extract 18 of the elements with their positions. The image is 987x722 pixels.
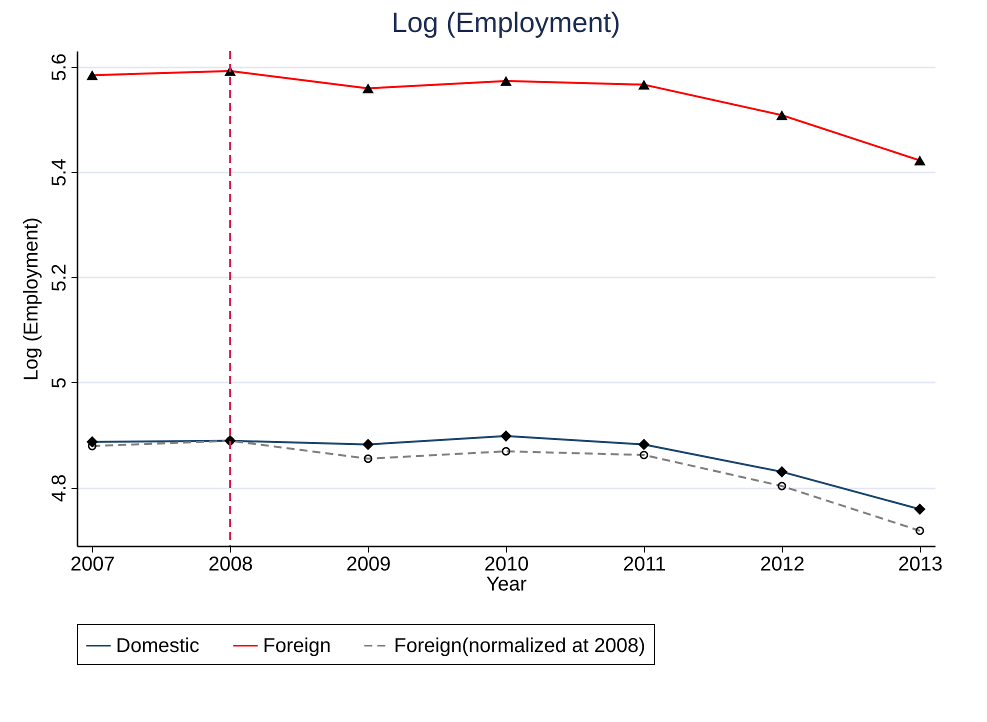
- x-tick-label: 2009: [346, 554, 391, 576]
- legend-label: Foreign: [263, 634, 331, 657]
- x-tick-label: 2008: [208, 554, 253, 576]
- x-tick-label: 2013: [898, 554, 943, 576]
- legend-label: Foreign(normalized at 2008): [394, 634, 646, 657]
- y-axis-title: Log (Employment): [20, 217, 42, 381]
- x-tick-label: 2011: [622, 554, 666, 576]
- x-tick-label: 2010: [484, 554, 529, 576]
- x-tick-label: 2007: [70, 554, 115, 576]
- chart-title: Log (Employment): [392, 7, 620, 38]
- y-tick-label: 5: [48, 377, 70, 388]
- legend-label: Domestic: [116, 634, 200, 657]
- y-tick-label: 4.8: [48, 474, 70, 502]
- y-tick-label: 5.6: [48, 53, 70, 82]
- y-tick-label: 5.2: [48, 264, 70, 292]
- x-axis-title: Year: [486, 574, 528, 596]
- y-tick-label: 5.4: [48, 158, 70, 186]
- x-tick-label: 2012: [760, 554, 805, 576]
